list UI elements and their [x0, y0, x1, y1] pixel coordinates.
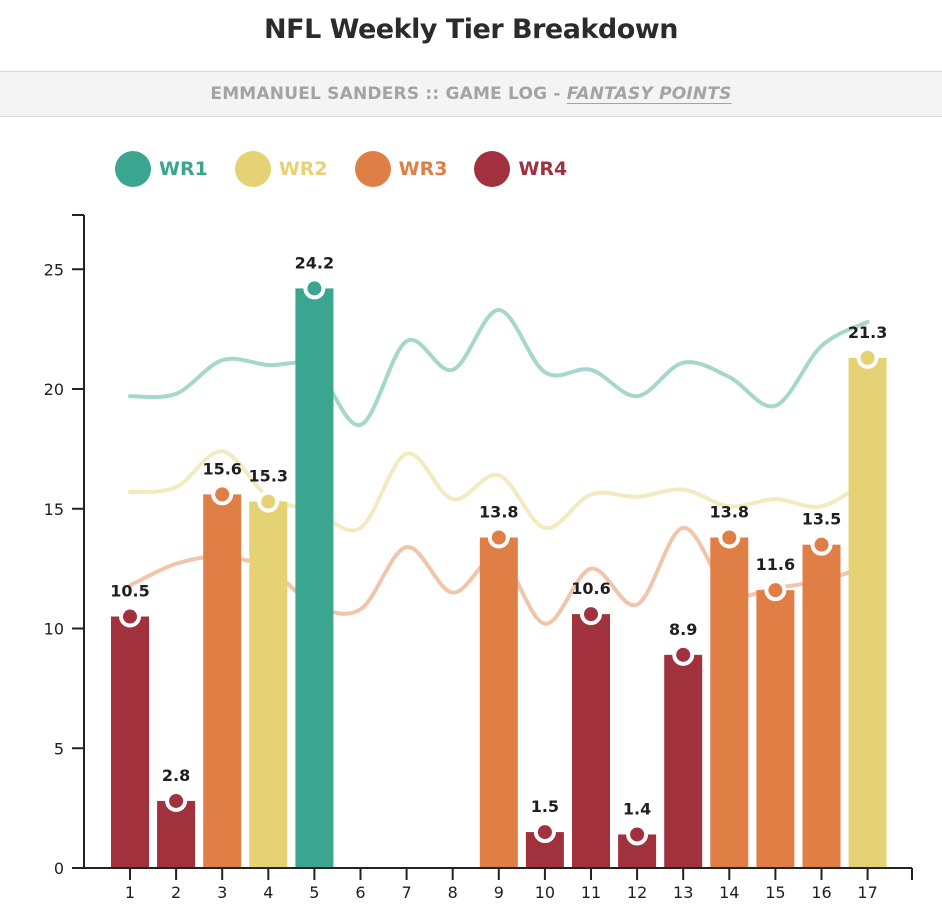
data-label-week-14: 13.8 — [710, 502, 749, 521]
bar-week-2 — [157, 800, 196, 868]
data-label-week-1: 10.5 — [110, 582, 149, 601]
legend-swatch-wr4 — [474, 151, 511, 187]
subtitle-text: EMMANUEL SANDERS :: GAME LOG - — [210, 84, 567, 104]
bar-marker-week-16 — [810, 533, 833, 556]
bar-week-15 — [756, 590, 795, 868]
x-tick-label-2: 2 — [171, 883, 181, 902]
data-label-week-11: 10.6 — [571, 579, 610, 598]
y-tick-label-20: 20 — [44, 380, 64, 399]
data-label-week-17: 21.3 — [848, 323, 887, 342]
bar-marker-week-14 — [718, 526, 741, 549]
legend-label-wr1: WR1 — [159, 158, 208, 180]
x-tick-label-1: 1 — [125, 883, 135, 902]
bar-marker-week-12 — [626, 823, 649, 846]
data-label-week-16: 13.5 — [802, 510, 841, 529]
bar-week-17 — [848, 357, 887, 868]
bar-week-16 — [802, 544, 841, 868]
bar-marker-week-10 — [533, 821, 556, 844]
x-tick-label-9: 9 — [494, 883, 504, 902]
x-tick-label-17: 17 — [857, 883, 877, 902]
bar-week-1 — [111, 616, 149, 868]
bar-week-3 — [203, 494, 242, 868]
bar-week-13 — [664, 654, 703, 868]
subtitle-bar — [0, 71, 942, 117]
x-tick-label-11: 11 — [581, 883, 601, 902]
data-label-week-15: 11.6 — [756, 555, 795, 574]
data-label-week-12: 1.4 — [623, 799, 651, 818]
bar-week-14 — [710, 537, 749, 868]
data-label-week-10: 1.5 — [531, 797, 559, 816]
x-tick-label-16: 16 — [811, 883, 831, 902]
x-tick-label-4: 4 — [263, 883, 273, 902]
data-label-week-4: 15.3 — [249, 467, 288, 486]
legend-label-wr3: WR3 — [398, 158, 448, 180]
data-label-week-5: 24.2 — [295, 253, 334, 272]
bar-marker-week-5 — [303, 277, 326, 300]
x-tick-label-13: 13 — [673, 883, 693, 902]
x-tick-label-8: 8 — [448, 883, 458, 902]
bar-week-11 — [572, 614, 610, 868]
bar-marker-week-13 — [672, 643, 695, 666]
legend-item-wr1[interactable]: WR1 — [115, 151, 208, 187]
bar-week-5 — [295, 288, 334, 868]
bar-marker-week-3 — [211, 483, 234, 506]
y-tick-label-0: 0 — [54, 859, 64, 878]
legend-label-wr4: WR4 — [518, 158, 568, 180]
tier-line-wr2 — [128, 449, 870, 533]
bar-week-4 — [249, 501, 288, 868]
legend-item-wr4[interactable]: WR4 — [474, 151, 567, 187]
bar-marker-week-4 — [257, 490, 280, 513]
bar-marker-week-9 — [487, 526, 510, 549]
legend-item-wr3[interactable]: WR3 — [354, 151, 448, 187]
x-tick-label-7: 7 — [402, 883, 412, 902]
legend-item-wr2[interactable]: WR2 — [234, 151, 328, 187]
y-tick-label-15: 15 — [44, 500, 64, 519]
data-label-week-3: 15.6 — [202, 459, 241, 478]
data-label-week-2: 2.8 — [162, 766, 190, 785]
x-tick-label-6: 6 — [355, 883, 365, 902]
x-tick-label-10: 10 — [535, 883, 555, 902]
bar-marker-week-15 — [764, 579, 787, 602]
bar-marker-week-2 — [165, 789, 188, 812]
fantasy-points-link[interactable]: FANTASY POINTS — [566, 84, 732, 104]
y-tick-label-10: 10 — [44, 620, 64, 639]
legend-swatch-wr1 — [115, 151, 151, 187]
data-label-week-13: 8.9 — [669, 620, 697, 639]
x-tick-label-12: 12 — [627, 883, 647, 902]
x-tick-label-3: 3 — [217, 883, 227, 902]
bar-week-9 — [479, 537, 518, 868]
chart-subtitle: EMMANUEL SANDERS :: GAME LOG - FANTASY P… — [0, 84, 942, 104]
x-tick-label-15: 15 — [765, 883, 785, 902]
x-tick-label-5: 5 — [309, 883, 319, 902]
bar-marker-week-1 — [119, 605, 141, 628]
legend-swatch-wr3 — [354, 151, 391, 187]
y-tick-label-25: 25 — [44, 260, 64, 279]
data-label-week-9: 13.8 — [479, 502, 518, 521]
legend-label-wr2: WR2 — [278, 158, 328, 180]
tier-line-wr1 — [128, 307, 870, 427]
legend: WR1 WR2 WR3 WR4 — [115, 150, 594, 188]
legend-swatch-wr2 — [234, 151, 271, 187]
bar-marker-week-11 — [580, 603, 602, 626]
x-tick-label-14: 14 — [719, 883, 739, 902]
y-tick-label-5: 5 — [54, 739, 64, 758]
chart-title: NFL Weekly Tier Breakdown — [264, 14, 678, 45]
bar-marker-week-17 — [856, 346, 879, 369]
